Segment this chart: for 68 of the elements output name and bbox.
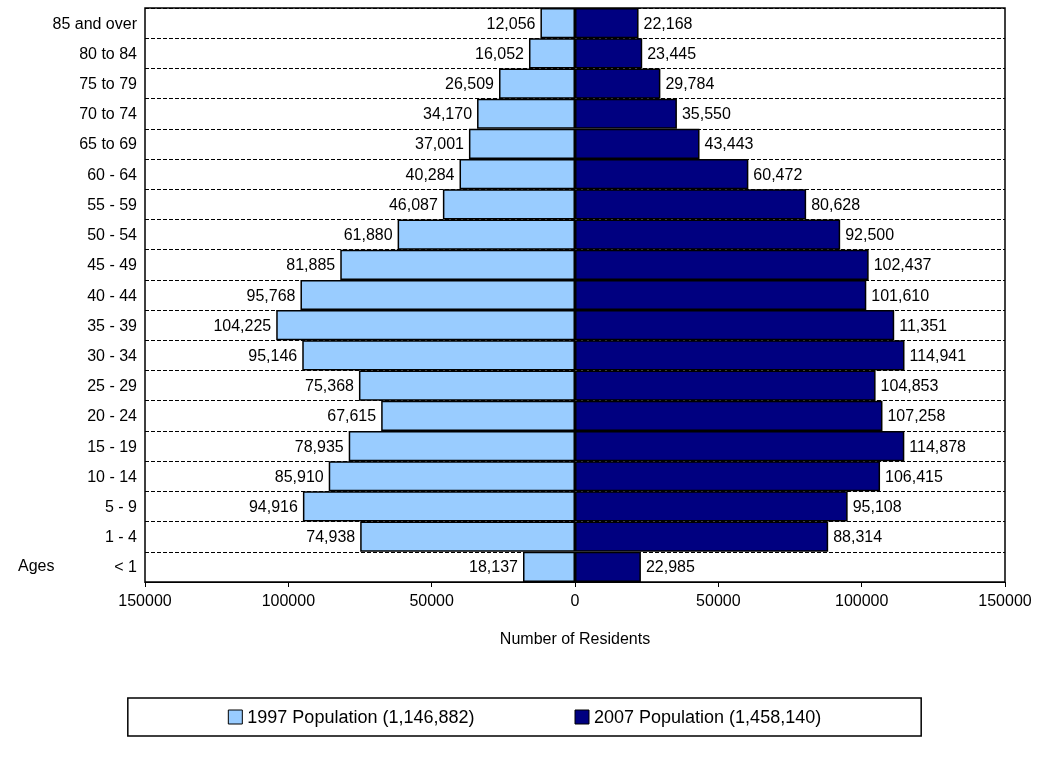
annotation: 74,938 bbox=[306, 528, 356, 546]
data-label: 106,415 bbox=[885, 467, 943, 485]
x-tick-label: 100000 bbox=[834, 591, 889, 609]
data-label: 102,437 bbox=[873, 256, 932, 274]
y-tick-label: 65 to 69 bbox=[79, 135, 138, 153]
annotation: 81,885 bbox=[286, 256, 336, 274]
annotation: 12,056 bbox=[486, 14, 536, 32]
annotation: 67,615 bbox=[327, 407, 377, 425]
y-tick-label: 70 to 74 bbox=[79, 105, 138, 123]
data-label: 80,628 bbox=[811, 195, 861, 213]
annotation: 11,351 bbox=[899, 316, 948, 334]
data-label: 107,258 bbox=[887, 407, 946, 425]
annotation: 34,170 bbox=[423, 105, 473, 123]
x-tick-label: 50000 bbox=[409, 591, 455, 609]
x-tick-label: 150000 bbox=[978, 591, 1032, 609]
x-tick-label: 100000 bbox=[261, 591, 316, 609]
data-label: 104,853 bbox=[880, 377, 939, 395]
data-label: 60,472 bbox=[753, 165, 803, 183]
annotation: 18,137 bbox=[469, 558, 519, 576]
x-tick-label: 50000 bbox=[696, 591, 741, 609]
data-label: 22,168 bbox=[643, 14, 693, 32]
annotation: 37,001 bbox=[414, 135, 465, 153]
y-axis-title: Ages bbox=[18, 556, 55, 574]
x-tick-label: 150000 bbox=[118, 591, 172, 609]
y-tick-label: 50 - 54 bbox=[87, 226, 138, 244]
y-tick-label: 5 - 9 bbox=[104, 497, 138, 515]
data-label: 101,610 bbox=[871, 286, 930, 304]
data-label: 35,550 bbox=[681, 105, 731, 123]
y-tick-label: 80 to 84 bbox=[79, 44, 138, 62]
data-label: 114,941 bbox=[909, 346, 967, 364]
legend-label: 2007 Population (1,458,140) bbox=[594, 707, 822, 727]
y-tick-label: 55 - 59 bbox=[87, 195, 138, 213]
y-tick-label: 85 and over bbox=[52, 14, 138, 32]
y-tick-label: 35 - 39 bbox=[87, 316, 138, 334]
annotation: 85,910 bbox=[274, 467, 324, 485]
annotation: 94,916 bbox=[248, 497, 299, 515]
annotation: 16,052 bbox=[475, 44, 525, 62]
annotation: 95,146 bbox=[248, 346, 298, 364]
data-label: 95,108 bbox=[852, 497, 902, 515]
annotation: 104,225 bbox=[213, 316, 272, 334]
data-label: 114,878 bbox=[909, 437, 967, 455]
data-label: 29,784 bbox=[665, 75, 715, 93]
x-tick-label: 0 bbox=[570, 591, 580, 609]
data-label: 23,445 bbox=[647, 44, 697, 62]
annotation: 26,509 bbox=[445, 75, 495, 93]
y-tick-label: 30 - 34 bbox=[87, 346, 138, 364]
y-tick-label: 75 to 79 bbox=[79, 75, 138, 93]
y-tick-label: < 1 bbox=[114, 558, 138, 576]
y-tick-label: 10 - 14 bbox=[87, 467, 138, 485]
x-axis-title: Number of Residents bbox=[499, 629, 651, 647]
annotation: 78,935 bbox=[294, 437, 344, 455]
y-tick-label: 40 - 44 bbox=[87, 286, 138, 304]
y-tick-label: 45 - 49 bbox=[87, 256, 138, 274]
annotation: 75,368 bbox=[305, 377, 355, 395]
data-label: 22,985 bbox=[645, 558, 695, 576]
y-tick-label: 25 - 29 bbox=[87, 377, 138, 395]
annotation: 40,284 bbox=[405, 165, 455, 183]
y-tick-label: 60 - 64 bbox=[87, 165, 138, 183]
data-label: 43,443 bbox=[704, 135, 754, 153]
annotation: 61,880 bbox=[343, 226, 393, 244]
y-tick-label: 20 - 24 bbox=[87, 407, 138, 425]
y-tick-label: 15 - 19 bbox=[87, 437, 138, 455]
data-label: 92,500 bbox=[845, 226, 895, 244]
y-tick-label: 1 - 4 bbox=[104, 528, 138, 546]
annotation: 95,768 bbox=[246, 286, 296, 304]
annotation: 46,087 bbox=[388, 195, 438, 213]
data-label: 88,314 bbox=[833, 528, 883, 546]
legend-label: 1997 Population (1,146,882) bbox=[247, 707, 475, 727]
